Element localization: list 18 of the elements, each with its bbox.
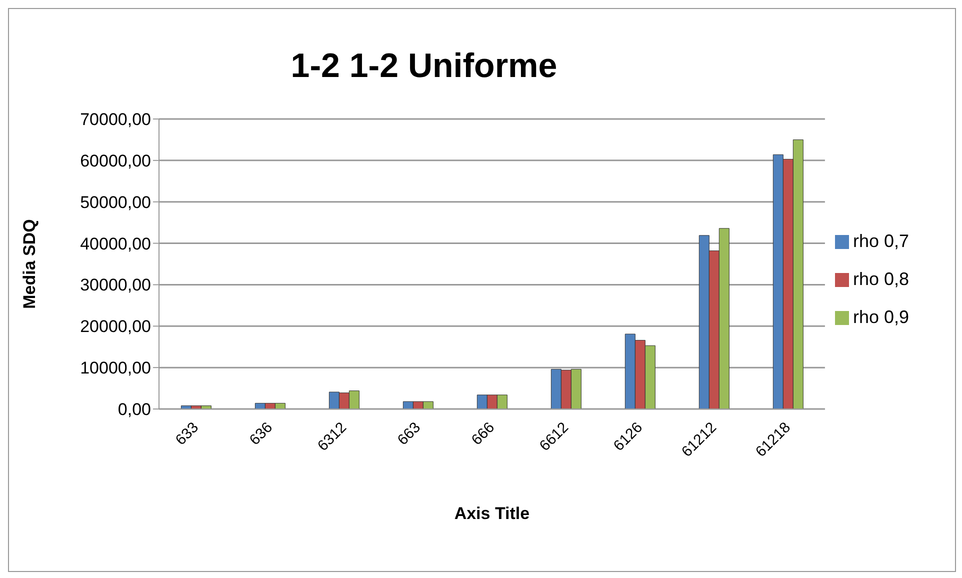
legend-label: rho 0,9	[852, 307, 909, 327]
y-tick-label: 30000,00	[80, 276, 151, 295]
chart-title: 1-2 1-2 Uniforme	[290, 47, 558, 86]
y-tick-label: 20000,00	[80, 317, 151, 336]
y-axis-title: Media SDQ	[20, 219, 40, 309]
x-tick-label: 636	[246, 418, 276, 449]
y-tick-label: 70000,00	[80, 110, 151, 130]
legend-label: rho 0,7	[852, 231, 909, 251]
x-tick-label: 663	[394, 418, 424, 449]
y-tick-label: 60000,00	[80, 151, 151, 170]
y-tick-label: 50000,00	[80, 192, 151, 212]
x-tick-label: 666	[468, 418, 498, 449]
y-tick-label: 0,00	[118, 400, 151, 420]
y-tick-label: 10000,00	[80, 358, 151, 378]
legend-label: rho 0,8	[852, 269, 909, 289]
x-axis-title: Axis Title	[454, 504, 530, 523]
y-tick-label: 40000,00	[80, 234, 151, 254]
x-tick-label: 633	[172, 418, 202, 449]
